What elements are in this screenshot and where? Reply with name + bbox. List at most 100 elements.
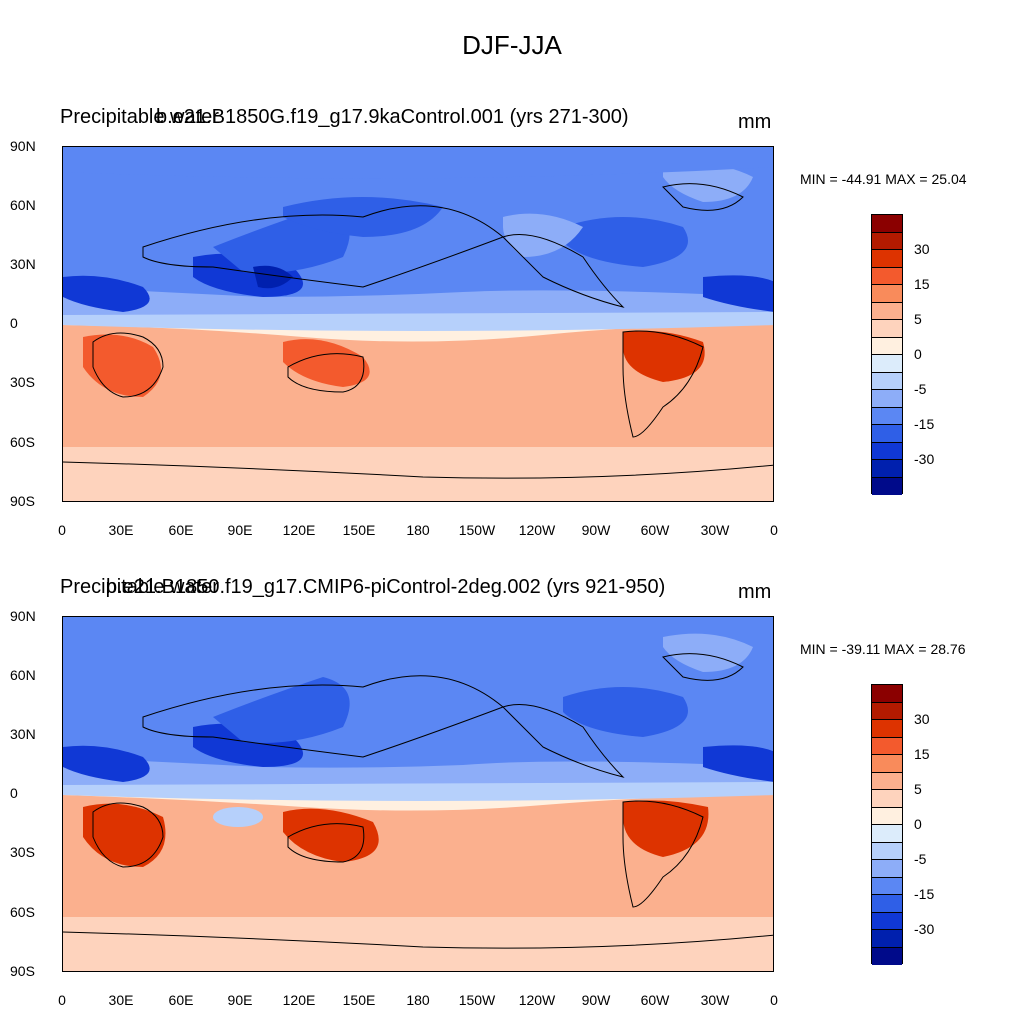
lon-label: 30E [108,992,134,1008]
precip-field [63,147,773,501]
colorbar-tick-label: -15 [914,416,935,432]
lat-label: 0 [10,315,18,331]
lon-label: 150E [342,522,376,538]
lat-label: 60N [10,667,36,683]
colorbar-swatch [872,685,902,703]
panel-case-title: b.e21.B1850.f19_g17.CMIP6-piControl-2deg… [106,576,666,598]
colorbar-tick-label: 5 [914,781,922,797]
lon-label: 90E [227,992,253,1008]
colorbar-tick-label: 0 [914,346,922,362]
colorbar-swatch [872,372,902,390]
lon-label: 150E [342,992,376,1008]
lon-label: 0 [770,522,778,538]
lon-label: 90W [581,522,611,538]
colorbar-tick-label: 15 [914,276,930,292]
colorbar-swatch [872,302,902,320]
lat-label: 90S [10,963,35,979]
colorbar [871,684,903,965]
colorbar-tick-label: 15 [914,746,930,762]
lat-label: 0 [10,785,18,801]
min-max-label: MIN = -39.11 MAX = 28.76 [800,641,966,657]
colorbar-swatch [872,337,902,355]
map-plot-area [62,616,774,972]
units-label: mm [738,581,772,603]
lon-label: 30E [108,522,134,538]
colorbar-swatch [872,790,902,808]
lon-label: 120E [282,992,316,1008]
colorbar-swatch [872,895,902,913]
panel-variable-title: Precipitable water [60,106,219,128]
colorbar-swatch [872,737,902,755]
map-panel-2: Precipitable water b.e21.B1850.f19_g17.C… [0,470,1024,1008]
lon-label: 60W [640,522,670,538]
lon-label: 90E [227,522,253,538]
lon-label: 0 [58,992,66,1008]
panel-variable-title: Precipitable water [60,576,219,598]
colorbar-swatch [872,407,902,425]
min-max-label: MIN = -44.91 MAX = 25.04 [800,171,967,187]
lon-label: 0 [770,992,778,1008]
colorbar-swatch [872,825,902,843]
lat-label: 60S [10,434,35,450]
colorbar-swatch [872,947,902,965]
colorbar-swatch [872,267,902,285]
colorbar-swatch [872,460,902,478]
lat-label: 90N [10,608,36,624]
lon-label: 30W [700,992,730,1008]
colorbar-swatch [872,425,902,443]
lon-label: 180 [406,522,430,538]
colorbar-swatch [872,755,902,773]
colorbar-swatch [872,807,902,825]
colorbar-tick-label: -30 [914,921,935,937]
colorbar-swatch [872,842,902,860]
units-label: mm [738,111,772,133]
colorbar-swatch [872,772,902,790]
colorbar-swatch [872,320,902,338]
colorbar-swatch [872,877,902,895]
precip-field [63,617,773,971]
colorbar-swatch [872,232,902,250]
lon-label: 120W [518,992,556,1008]
colorbar [871,214,903,495]
colorbar-swatch [872,355,902,373]
colorbar-swatch [872,860,902,878]
colorbar-swatch [872,930,902,948]
lon-label: 0 [58,522,66,538]
lon-label: 60E [168,522,194,538]
lat-label: 90S [10,493,35,509]
map-plot-area [62,146,774,502]
lon-label: 180 [406,992,430,1008]
lat-label: 90N [10,138,36,154]
lon-label: 120E [282,522,316,538]
colorbar-swatch [872,250,902,268]
lon-label: 120W [518,522,556,538]
colorbar-tick-label: -5 [914,381,927,397]
lat-label: 30N [10,256,36,272]
colorbar-swatch [872,702,902,720]
colorbar-swatch [872,912,902,930]
colorbar-swatch [872,720,902,738]
colorbar-swatch [872,477,902,495]
panel-case-title: b.e21.B1850G.f19_g17.9kaControl.001 (yrs… [156,106,629,128]
colorbar-tick-label: -15 [914,886,935,902]
colorbar-swatch [872,285,902,303]
colorbar-tick-label: 5 [914,311,922,327]
lon-label: 30W [700,522,730,538]
colorbar-tick-label: -5 [914,851,927,867]
colorbar-tick-label: -30 [914,451,935,467]
lat-label: 30N [10,726,36,742]
lat-label: 60S [10,904,35,920]
lon-label: 60W [640,992,670,1008]
lat-label: 30S [10,374,35,390]
lon-label: 60E [168,992,194,1008]
lat-label: 30S [10,844,35,860]
lon-label: 150W [458,522,496,538]
main-title: DJF-JJA [462,30,562,60]
colorbar-tick-label: 30 [914,711,930,727]
lon-label: 90W [581,992,611,1008]
colorbar-tick-label: 30 [914,241,930,257]
colorbar-swatch [872,215,902,233]
map-panel-1: Precipitable water b.e21.B1850G.f19_g17.… [0,0,1024,538]
lat-label: 60N [10,197,36,213]
colorbar-tick-label: 0 [914,816,922,832]
